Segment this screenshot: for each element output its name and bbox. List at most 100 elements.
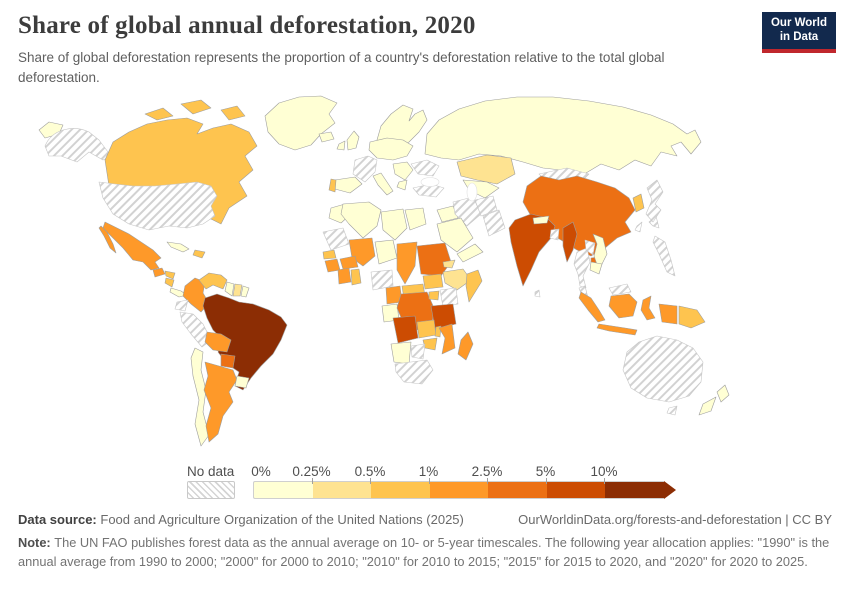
country-pakistan[interactable]	[482, 209, 506, 237]
country-ghana[interactable]	[350, 268, 362, 286]
country-suriname[interactable]	[232, 283, 243, 297]
country-italy[interactable]	[372, 172, 394, 196]
country-alaska[interactable]	[44, 128, 112, 163]
country-mozambique[interactable]	[438, 323, 456, 355]
country-guyana[interactable]	[224, 281, 235, 297]
country-south-sudan[interactable]	[422, 273, 444, 290]
world-map-container	[25, 90, 825, 465]
country-new-zealand-south[interactable]	[698, 396, 717, 416]
country-iraq[interactable]	[436, 205, 459, 223]
country-eritrea[interactable]	[442, 259, 456, 269]
country-indonesia-java[interactable]	[596, 323, 638, 336]
country-mauritania[interactable]	[322, 227, 350, 251]
country-burkina-faso[interactable]	[339, 255, 359, 270]
country-spain[interactable]	[334, 176, 363, 194]
country-algeria[interactable]	[340, 201, 382, 239]
legend-bin-0.25-0.5%[interactable]	[312, 481, 371, 499]
country-russia[interactable]	[424, 96, 702, 177]
country-ukraine[interactable]	[410, 159, 440, 177]
country-iceland[interactable]	[318, 131, 335, 143]
country-borneo-malaysia[interactable]	[608, 283, 632, 296]
country-nepal[interactable]	[532, 215, 550, 225]
country-south-africa[interactable]	[394, 359, 434, 385]
country-greece[interactable]	[396, 179, 408, 191]
country-nigeria[interactable]	[370, 269, 394, 291]
country-nicaragua[interactable]	[164, 277, 175, 288]
country-sri-lanka[interactable]	[534, 289, 541, 298]
legend-bin-1-2.5%[interactable]	[429, 481, 488, 499]
country-zambia[interactable]	[416, 319, 437, 339]
country-venezuela[interactable]	[198, 272, 228, 290]
legend-bin-5-10%[interactable]	[546, 481, 605, 499]
country-india[interactable]	[508, 213, 556, 287]
country-afghanistan[interactable]	[474, 195, 498, 217]
legend-bin-0.5-1%[interactable]	[371, 481, 430, 499]
country-central-europe[interactable]	[368, 137, 414, 161]
country-ecuador[interactable]	[174, 299, 189, 312]
country-botswana[interactable]	[410, 343, 426, 360]
country-libya[interactable]	[380, 208, 408, 241]
country-ivory-coast[interactable]	[337, 267, 352, 285]
country-honduras[interactable]	[164, 270, 176, 280]
country-cambodia[interactable]	[589, 261, 603, 275]
country-indonesia-papua[interactable]	[658, 303, 678, 325]
country-portugal[interactable]	[328, 178, 337, 193]
country-usa[interactable]	[98, 181, 218, 231]
legend-bin-0-0.25%[interactable]	[253, 481, 313, 499]
legend-bin->10%[interactable]	[605, 481, 664, 499]
country-french-guiana[interactable]	[240, 285, 250, 298]
country-laos[interactable]	[584, 239, 596, 256]
country-taiwan[interactable]	[634, 221, 643, 233]
country-namibia[interactable]	[390, 341, 412, 365]
license-link[interactable]: OurWorldinData.org/forests-and-deforesta…	[518, 512, 832, 527]
country-canada-arctic-3[interactable]	[220, 105, 246, 121]
country-saudi-arabia[interactable]	[436, 217, 474, 253]
country-uruguay[interactable]	[234, 375, 250, 389]
country-angola[interactable]	[392, 315, 419, 344]
country-greenland[interactable]	[264, 95, 338, 151]
country-canada-arctic-1[interactable]	[144, 107, 174, 121]
country-philippines-south[interactable]	[652, 235, 676, 277]
country-cuba[interactable]	[166, 241, 190, 253]
country-egypt[interactable]	[404, 207, 427, 231]
legend-bin-2.5-5%[interactable]	[488, 481, 547, 499]
country-japan[interactable]	[645, 179, 664, 223]
country-mexico-baja[interactable]	[98, 225, 117, 254]
country-niger[interactable]	[374, 239, 398, 265]
legend-no-data-swatch[interactable]	[187, 481, 235, 499]
country-tasmania[interactable]	[666, 405, 678, 416]
country-hispaniola[interactable]	[192, 249, 206, 259]
country-kazakhstan[interactable]	[456, 154, 516, 185]
country-myanmar[interactable]	[562, 221, 578, 263]
country-ireland[interactable]	[336, 140, 346, 151]
country-france[interactable]	[352, 155, 378, 183]
country-ethiopia[interactable]	[442, 268, 472, 291]
country-yemen-oman[interactable]	[456, 243, 484, 263]
country-indonesia-borneo[interactable]	[608, 293, 638, 319]
country-korea[interactable]	[632, 193, 645, 213]
country-chile[interactable]	[190, 347, 210, 447]
owid-logo[interactable]: Our World in Data	[762, 12, 836, 53]
country-guatemala[interactable]	[152, 267, 166, 278]
country-bolivia[interactable]	[204, 331, 232, 353]
country-sudan[interactable]	[416, 242, 452, 277]
country-canada-arctic-2[interactable]	[180, 99, 212, 115]
country-indonesia-sulawesi[interactable]	[640, 295, 656, 321]
country-papua-new-guinea[interactable]	[678, 305, 706, 329]
country-new-zealand-north[interactable]	[716, 384, 730, 403]
country-thailand[interactable]	[573, 247, 591, 289]
country-senegal[interactable]	[322, 249, 337, 260]
country-paraguay[interactable]	[220, 353, 236, 369]
country-balkans[interactable]	[392, 161, 414, 181]
country-indonesia-sumatra[interactable]	[578, 291, 606, 323]
country-kenya[interactable]	[439, 287, 459, 308]
country-bangladesh[interactable]	[549, 228, 560, 241]
country-mexico[interactable]	[102, 221, 162, 271]
country-somalia[interactable]	[465, 269, 483, 303]
country-argentina[interactable]	[203, 361, 238, 443]
country-australia[interactable]	[622, 335, 704, 403]
country-chad[interactable]	[396, 241, 418, 285]
country-uk[interactable]	[346, 130, 360, 151]
country-madagascar[interactable]	[457, 331, 474, 361]
country-uganda[interactable]	[428, 290, 440, 301]
